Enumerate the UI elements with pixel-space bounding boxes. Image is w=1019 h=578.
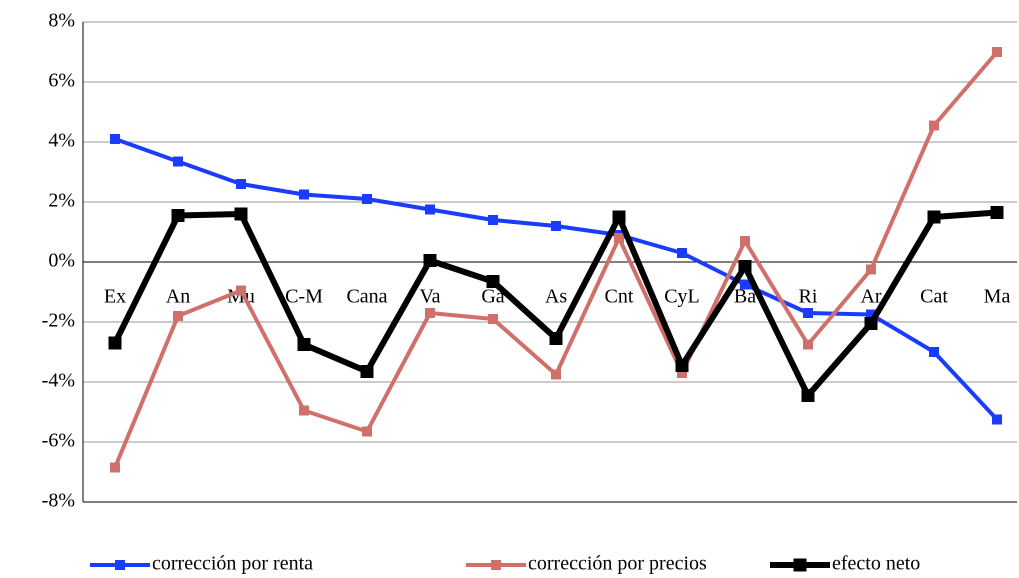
marker [614,233,624,243]
y-tick-label: -6% [42,430,75,452]
marker [425,308,435,318]
marker [551,369,561,380]
marker [234,207,248,221]
x-tick-label: As [545,286,567,308]
marker [866,264,876,275]
marker [803,308,813,318]
x-tick-label: Cnt [605,286,634,308]
marker [486,275,500,288]
marker [110,134,120,144]
marker [927,210,941,224]
y-tick-label: -4% [42,370,75,392]
marker [549,332,563,345]
y-tick-label: 2% [48,190,75,212]
marker [551,221,561,231]
y-tick-label: -8% [42,490,75,512]
x-tick-label: Cat [920,286,948,308]
x-tick-label: Ri [799,286,818,308]
marker [803,339,813,350]
marker [677,368,687,378]
marker [990,206,1004,219]
marker [362,194,372,204]
marker [488,215,498,225]
marker [297,338,311,351]
legend-label: corrección por precios [528,553,707,575]
marker [236,285,246,296]
x-tick-label: C-M [285,286,323,308]
marker [108,336,122,350]
legend-marker [115,560,125,570]
marker [677,248,687,258]
x-tick-label: An [166,286,190,308]
series-line [113,50,999,469]
x-tick-label: Ar [860,286,881,308]
legend-label: corrección por renta [152,553,313,575]
marker [362,426,372,437]
marker [173,311,183,321]
x-tick-label: Ba [734,286,756,308]
marker [423,254,437,267]
marker [929,120,939,131]
legend-marker [491,560,501,570]
marker [171,209,185,222]
marker [612,210,626,224]
y-tick-label: 0% [48,250,75,272]
marker [992,414,1002,425]
y-tick-label: 8% [48,10,75,32]
marker [738,260,752,273]
x-tick-label: Ex [104,286,126,308]
marker [110,462,120,473]
marker [675,359,689,372]
marker [425,204,435,215]
legend-marker [793,558,807,572]
marker [740,236,750,246]
marker [488,314,498,324]
x-tick-label: Va [419,286,440,308]
y-tick-label: -2% [42,310,75,332]
marker [236,179,246,189]
marker [801,389,815,402]
marker [992,47,1002,57]
marker [740,279,750,290]
x-tick-label: Cana [346,286,387,308]
x-tick-label: Ma [984,286,1011,308]
marker [866,309,876,320]
marker [299,189,309,200]
marker [929,347,939,357]
legend-label: efecto neto [832,553,920,575]
y-tick-label: 4% [48,130,75,152]
marker [360,365,374,378]
marker [864,317,878,330]
marker [173,156,183,167]
x-tick-label: Ga [481,286,504,308]
x-tick-label: CyL [664,286,700,308]
y-tick-label: 6% [48,70,75,92]
marker [299,405,309,416]
